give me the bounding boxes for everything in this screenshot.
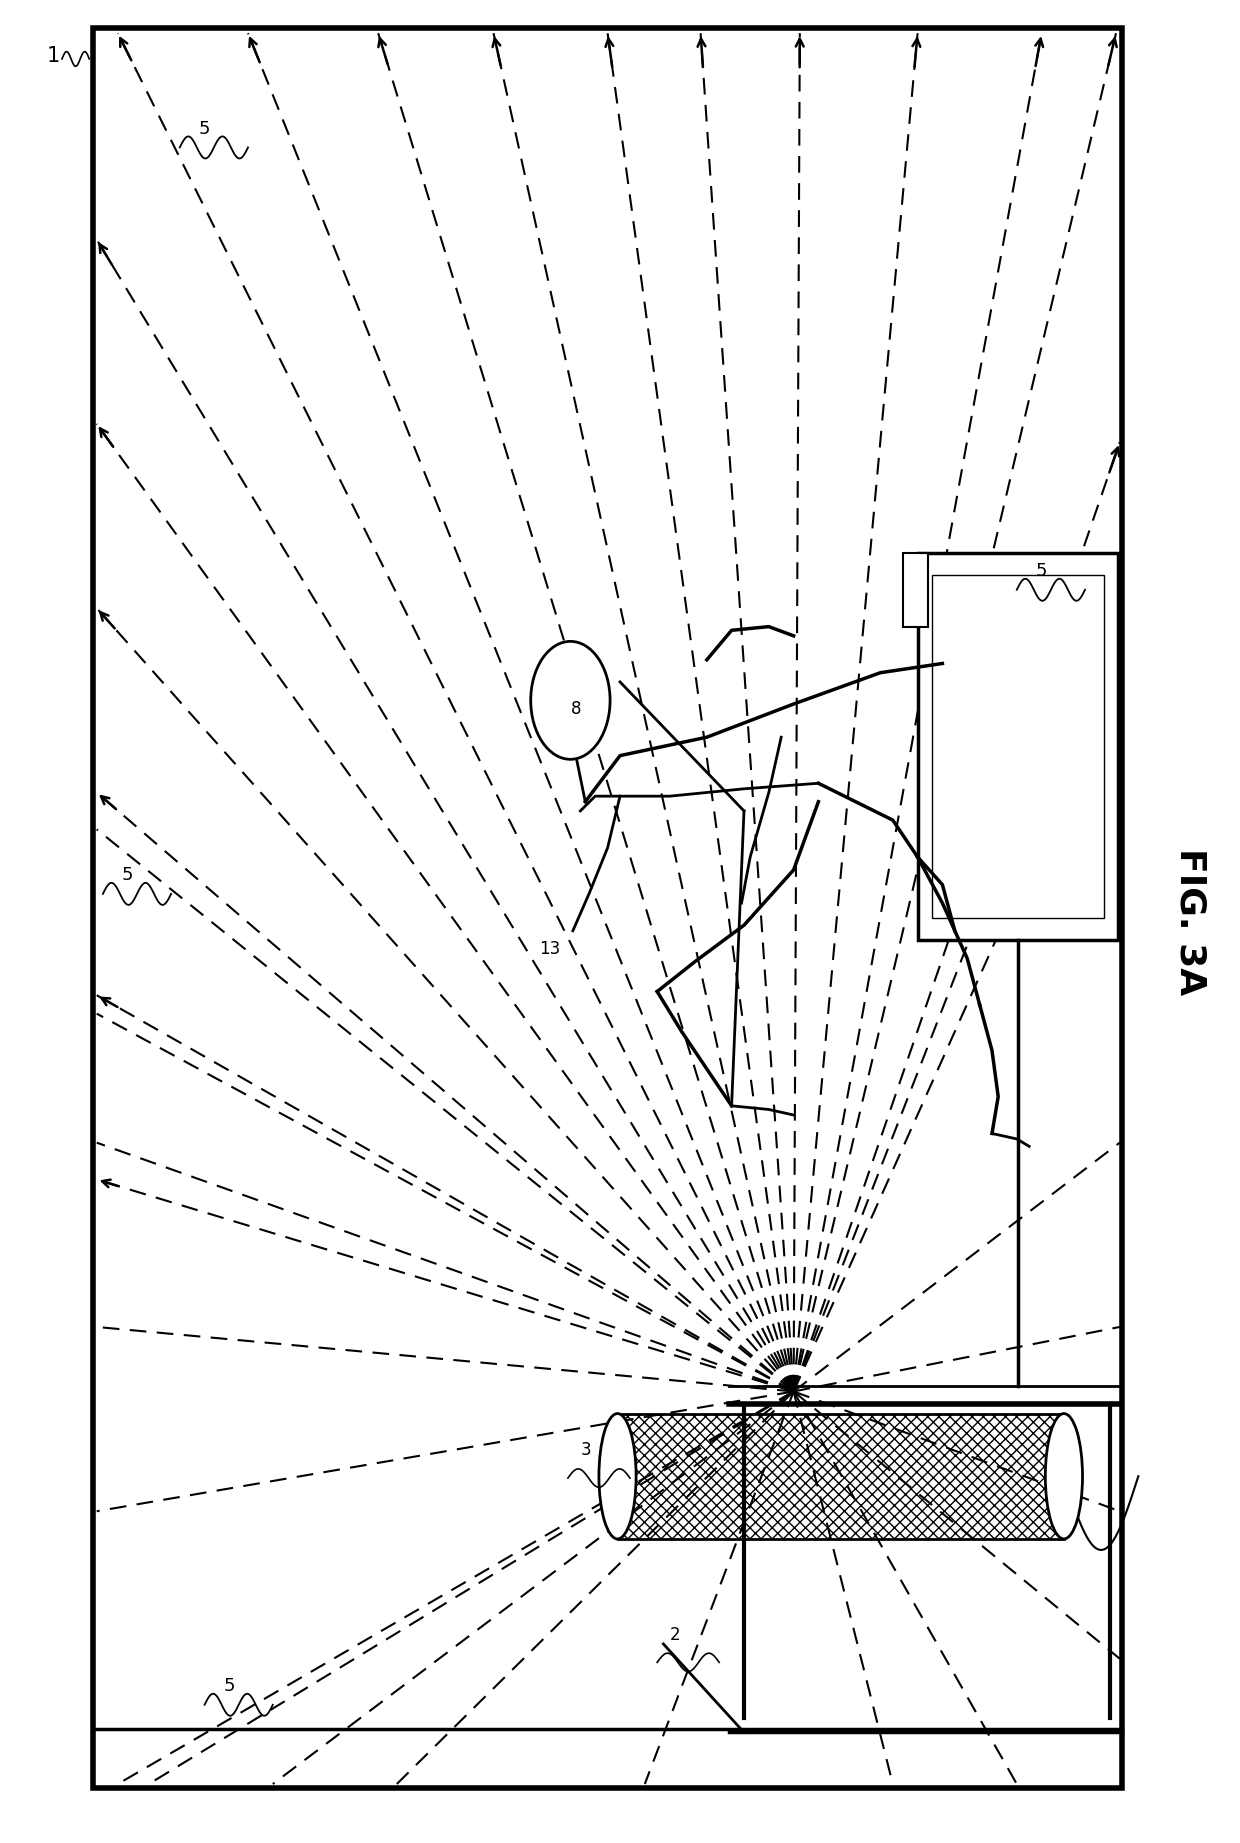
Bar [918,553,1118,940]
Text: 5: 5 [1035,562,1047,581]
Bar [618,1414,1064,1539]
Text: 5: 5 [223,1677,234,1696]
Text: 2: 2 [670,1626,681,1644]
Bar [932,575,1104,918]
Bar [93,28,1122,1788]
Ellipse shape [1045,1414,1083,1539]
Text: 1: 1 [47,46,61,66]
Text: 13: 13 [539,940,560,958]
Ellipse shape [599,1414,636,1539]
Text: FIG. 3A: FIG. 3A [1173,848,1208,995]
Bar [618,1414,1064,1539]
Bar [903,553,928,627]
Text: 3: 3 [580,1441,591,1460]
Text: 8: 8 [570,700,580,719]
Text: 5: 5 [122,866,133,885]
Text: 5: 5 [198,120,210,138]
Circle shape [531,641,610,759]
